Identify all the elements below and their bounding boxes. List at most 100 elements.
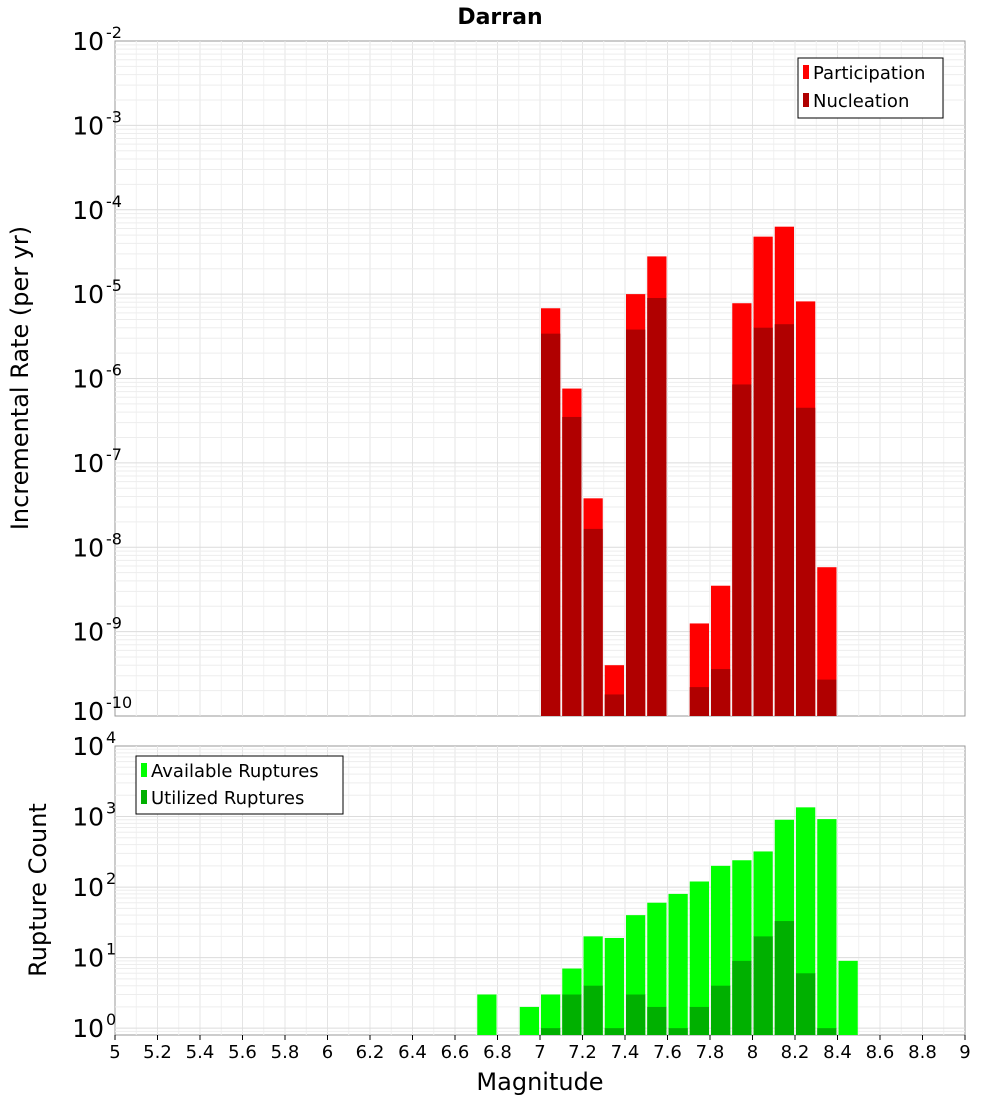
x-tick-label: 7 [534,1042,545,1063]
x-tick-label: 6.2 [356,1042,385,1063]
bottom-y-axis-label: Rupture Count [24,803,52,977]
x-tick-label: 7.2 [568,1042,597,1063]
legend-label-nucleation: Nucleation [813,91,909,112]
bar-nucleation [796,407,816,716]
bar-utilized-ruptures [604,1028,624,1035]
x-tick-label: 7.4 [611,1042,640,1063]
chart-title: Darran [457,5,542,30]
x-tick-label: 8.6 [866,1042,895,1063]
y-tick-label-base: 10 [72,111,104,140]
top-legend-box [797,57,944,119]
top-legend: Participation Nucleation [797,57,944,119]
y-tick-label-base: 10 [72,1014,104,1043]
x-tick-label: 6 [322,1042,333,1063]
bar-nucleation [711,669,731,716]
bar-available-ruptures [519,1006,539,1035]
bar-nucleation [753,327,773,716]
y-tick-label-base: 10 [72,280,104,309]
y-tick-label-exponent: 3 [106,799,116,818]
x-tick-label: 8 [747,1042,758,1063]
x-tick-label: 5.6 [228,1042,257,1063]
bar-utilized-ruptures [774,921,794,1035]
y-tick-label-base: 10 [72,365,104,394]
bar-nucleation [647,297,667,716]
x-tick-label: 9 [959,1042,970,1063]
y-tick-label-exponent: 0 [106,1010,116,1029]
bar-utilized-ruptures [626,994,646,1035]
bar-available-ruptures [647,902,667,1035]
y-tick-label-exponent: -9 [106,614,122,633]
bar-utilized-ruptures [541,1028,561,1035]
bar-utilized-ruptures [668,1028,688,1035]
bottom-legend-box [135,755,344,815]
y-tick-label-base: 10 [72,533,104,562]
y-tick-label-exponent: -2 [106,23,122,42]
bar-utilized-ruptures [796,973,816,1035]
x-tick-label: 6.4 [398,1042,427,1063]
bar-available-ruptures [689,881,709,1035]
bar-utilized-ruptures [583,985,603,1035]
x-tick-label: 8.2 [781,1042,810,1063]
legend-label-participation: Participation [813,63,925,84]
bar-available-ruptures [838,960,858,1035]
x-tick-label: 8.4 [823,1042,852,1063]
bar-utilized-ruptures [711,985,731,1035]
bar-nucleation [817,679,837,716]
y-tick-label-base: 10 [72,873,104,902]
x-tick-label: 5.4 [186,1042,215,1063]
x-tick-label: 5.8 [271,1042,300,1063]
legend-swatch-available [141,763,147,777]
top-bars [541,226,837,716]
y-tick-label-base: 10 [72,27,104,56]
bar-available-ruptures [477,994,497,1035]
y-tick-label-base: 10 [72,944,104,973]
y-tick-label-base: 10 [72,732,104,761]
legend-label-utilized: Utilized Ruptures [151,788,304,809]
y-tick-label-exponent: -6 [106,361,122,380]
x-tick-label: 5 [109,1042,120,1063]
y-tick-label-exponent: -5 [106,276,122,295]
top-panel: 10-210-310-410-510-610-710-810-910-10 In… [6,23,966,726]
y-tick-label-base: 10 [72,618,104,647]
legend-label-available: Available Ruptures [151,761,319,782]
bottom-bars [477,807,858,1035]
y-tick-label-exponent: -4 [106,192,122,211]
bar-available-ruptures [604,937,624,1035]
bar-utilized-ruptures [817,1028,837,1035]
bar-participation [817,567,837,716]
y-tick-label-exponent: -8 [106,529,122,548]
bar-utilized-ruptures [562,994,582,1035]
y-tick-label-base: 10 [72,803,104,832]
legend-swatch-nucleation [803,93,809,107]
bar-nucleation [689,687,709,716]
x-tick-label: 6.8 [483,1042,512,1063]
bar-utilized-ruptures [689,1006,709,1035]
legend-swatch-utilized [141,790,147,804]
x-tick-label: 7.8 [696,1042,725,1063]
x-ticks: 5 5.2 5.4 5.6 5.8 6 6.2 6.4 6.6 6.8 7 7.2 7.4 7.6 7.8 8… [109,1035,971,1063]
bar-utilized-ruptures [753,936,773,1035]
legend-swatch-participation [803,65,809,79]
bar-nucleation [732,384,752,716]
y-tick-label-exponent: -3 [106,107,122,126]
y-tick-label-base: 10 [72,449,104,478]
x-axis-label: Magnitude [476,1068,603,1096]
top-y-axis-label: Incremental Rate (per yr) [6,226,34,530]
x-tick-label: 8.8 [908,1042,937,1063]
y-tick-label-base: 10 [72,697,104,726]
y-tick-label-exponent: -7 [106,445,122,464]
y-tick-label-exponent: 1 [106,940,116,959]
bar-nucleation [774,324,794,716]
y-tick-label-exponent: 2 [106,869,116,888]
bar-nucleation [583,528,603,716]
bar-nucleation [604,694,624,716]
bar-available-ruptures [668,893,688,1035]
top-grid [115,41,965,716]
bar-available-ruptures [541,994,561,1035]
bar-nucleation [626,329,646,716]
x-tick-label: 6.6 [441,1042,470,1063]
bar-nucleation [541,333,561,716]
